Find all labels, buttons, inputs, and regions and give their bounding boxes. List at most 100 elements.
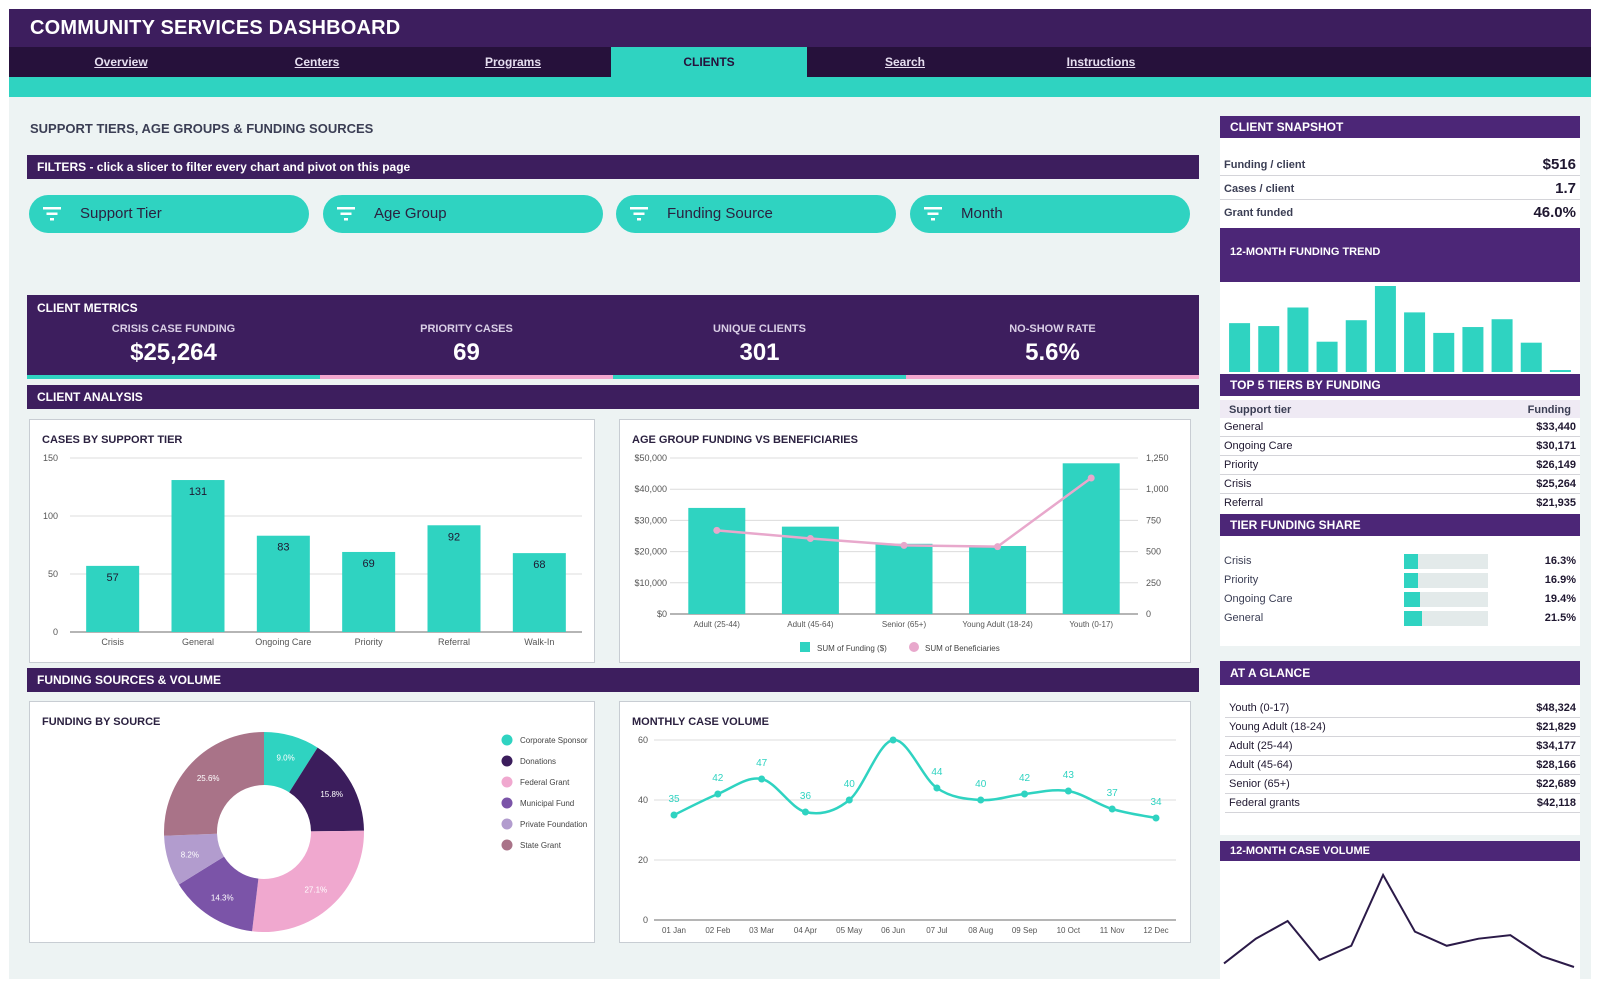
bar — [1549, 370, 1571, 372]
metric-no-show-rate: NO-SHOW RATE 5.6% — [906, 295, 1199, 379]
line-point — [933, 784, 941, 792]
pie-slice — [264, 732, 318, 793]
page-title: SUPPORT TIERS, AGE GROUPS & FUNDING SOUR… — [30, 121, 374, 136]
data-label: 42 — [1019, 773, 1031, 784]
snapshot-row: Cases / client 1.7 — [1220, 176, 1580, 200]
data-label: 83 — [277, 542, 289, 554]
y-tick-label: 150 — [43, 453, 58, 463]
metric-accent-bar — [320, 375, 613, 379]
funding-sources-header: FUNDING SOURCES & VOLUME — [27, 668, 1199, 692]
data-label: 69 — [363, 558, 375, 570]
line-point — [714, 790, 722, 798]
tab-overview[interactable]: Overview — [94, 55, 148, 69]
glance-row: Young Adult (18-24) $21,829 — [1225, 718, 1580, 737]
snapshot-value: 46.0% — [1533, 204, 1576, 221]
line-point — [1064, 787, 1072, 795]
bar — [1229, 323, 1251, 372]
glance-row: Federal grants $42,118 — [1225, 794, 1580, 813]
metric-label: NO-SHOW RATE — [1009, 323, 1096, 335]
app-title: COMMUNITY SERVICES DASHBOARD — [30, 17, 401, 39]
data-label: 44 — [931, 767, 943, 778]
metric-accent-bar — [613, 375, 906, 379]
nav-bar: Overview Centers Programs CLIENTS Search… — [9, 47, 1591, 77]
pie-slice — [178, 856, 259, 932]
data-label: 37 — [1107, 788, 1119, 799]
funding-by-source-card: FUNDING BY SOURCE 9.0% 15.8% 27.1% 14.3% 8.2… — [29, 701, 595, 943]
glance-value: $34,177 — [1536, 740, 1576, 752]
slice-label: 15.8% — [320, 790, 343, 799]
y-tick-label-left: $30,000 — [634, 515, 667, 525]
client-analysis-header: CLIENT ANALYSIS — [27, 385, 1199, 409]
slicer-age-group[interactable]: Age Group — [323, 195, 603, 233]
glance-value: $22,689 — [1536, 778, 1576, 790]
bar — [427, 525, 481, 632]
bar — [1491, 319, 1513, 372]
bar — [1258, 326, 1280, 372]
line-point — [670, 811, 678, 819]
metric-value: 69 — [453, 339, 480, 366]
y-tick-label: 40 — [638, 795, 648, 805]
pie-slice — [164, 732, 264, 836]
slicer-funding-source[interactable]: Funding Source — [616, 195, 896, 233]
bar — [688, 507, 746, 614]
tab-clients[interactable]: CLIENTS — [611, 47, 807, 77]
legend-swatch — [501, 734, 513, 746]
tab-instructions[interactable]: Instructions — [1066, 55, 1136, 69]
x-tick-label: 09 Sep — [1012, 926, 1038, 935]
y-tick-label-right: 0 — [1146, 609, 1151, 619]
tab-programs[interactable]: Programs — [484, 55, 542, 69]
line-point — [1087, 474, 1095, 482]
tab-centers[interactable]: Centers — [294, 55, 340, 69]
tab-search[interactable]: Search — [884, 55, 926, 69]
y-tick-label-left: $50,000 — [634, 453, 667, 463]
col-header-tier: Support tier — [1229, 404, 1292, 416]
slicer-label: Age Group — [374, 205, 447, 222]
share-pct: 19.4% — [1544, 593, 1576, 605]
filter-icon — [630, 207, 648, 221]
glance-label: Youth (0-17) — [1229, 702, 1290, 714]
tier-name: General — [1224, 421, 1264, 433]
tier-name: Ongoing Care — [1224, 440, 1293, 452]
series-line-beneficiaries — [716, 476, 1092, 548]
glance-label: Senior (65+) — [1229, 778, 1290, 790]
x-tick-label: Priority — [355, 637, 384, 647]
slicer-support-tier[interactable]: Support Tier — [29, 195, 309, 233]
title-bar: COMMUNITY SERVICES DASHBOARD — [9, 9, 1591, 47]
y-tick-label-right: 500 — [1146, 547, 1161, 557]
x-tick-label: Referral — [438, 637, 470, 647]
bar — [1462, 327, 1484, 372]
glance-value: $48,324 — [1536, 702, 1576, 714]
tier-funding: $26,149 — [1536, 459, 1576, 471]
share-track — [1404, 611, 1488, 626]
x-tick-label: Ongoing Care — [255, 637, 311, 647]
x-tick-label: 01 Jan — [662, 926, 686, 935]
monthly-volume-chart: 0 20 40 60 35 01 Jan 42 02 Feb 47 03 Mar 36 04 Apr 4… — [638, 735, 1176, 935]
glance-value: $42,118 — [1536, 797, 1576, 809]
share-row: Priority 16.9% — [1220, 571, 1580, 590]
bar — [86, 565, 140, 632]
glance-row: Adult (45-64) $28,166 — [1225, 756, 1580, 775]
line-point — [801, 808, 809, 816]
bar — [1520, 342, 1542, 372]
legend-label: Donations — [520, 757, 556, 766]
glance-row: Adult (25-44) $34,177 — [1225, 737, 1580, 756]
x-tick-label: Crisis — [101, 637, 124, 647]
legend-swatch — [501, 839, 513, 851]
x-tick-label: 10 Oct — [1057, 926, 1081, 935]
data-label: 40 — [975, 779, 987, 790]
chart-title: MONTHLY CASE VOLUME — [632, 716, 769, 728]
metric-label: PRIORITY CASES — [420, 323, 513, 335]
y-tick-label-left: $0 — [657, 609, 667, 619]
table-row: Crisis $25,264 — [1220, 475, 1580, 494]
x-tick-label: Walk-In — [524, 637, 554, 647]
tier-name: Priority — [1224, 459, 1259, 471]
tier-name: Crisis — [1224, 478, 1252, 490]
x-tick-label: Youth (0-17) — [1069, 620, 1113, 629]
metric-crisis-funding: CRISIS CASE FUNDING $25,264 — [27, 295, 320, 379]
metric-priority-cases: PRIORITY CASES 69 — [320, 295, 613, 379]
line-point — [713, 526, 721, 534]
bar — [1287, 307, 1309, 372]
y-tick-label: 0 — [643, 915, 648, 925]
nav-accent-band — [9, 77, 1591, 97]
slicer-month[interactable]: Month — [910, 195, 1190, 233]
